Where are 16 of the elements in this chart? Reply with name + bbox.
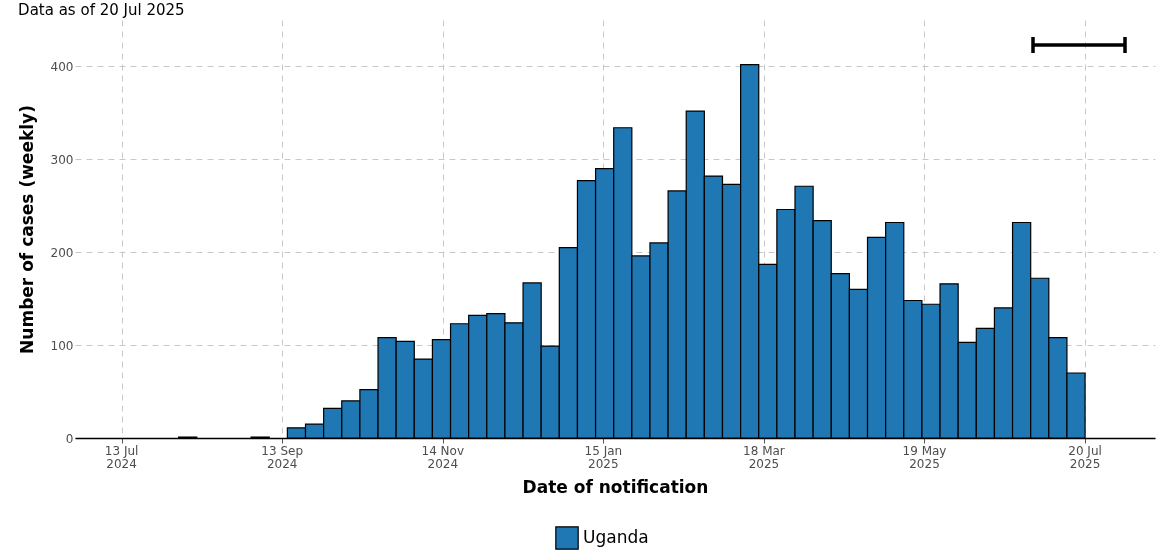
x-tick-label: 14 Nov 2024	[421, 444, 465, 471]
x-axis-title: Date of notification	[522, 477, 709, 497]
x-tick-label: 15 Jan 2025	[584, 444, 623, 471]
legend-label: Uganda	[583, 527, 649, 547]
y-tick-label: 300	[50, 152, 74, 167]
x-tick-label: 19 May 2025	[902, 444, 947, 471]
y-tick-label: 400	[50, 59, 74, 74]
chart-subtitle: Data as of 20 Jul 2025	[18, 1, 185, 19]
x-tick-label: 13 Sep 2024	[261, 444, 304, 471]
x-tick-label: 20 Jul 2025	[1068, 444, 1102, 471]
x-tick-label: 18 Mar 2025	[743, 444, 785, 471]
y-tick-label: 200	[50, 245, 74, 260]
y-tick-label: 100	[50, 338, 74, 353]
y-axis-title: Number of cases (weekly)	[16, 105, 37, 354]
y-tick-label: 0	[65, 431, 74, 446]
x-tick-label: 13 Jul 2024	[104, 444, 139, 471]
